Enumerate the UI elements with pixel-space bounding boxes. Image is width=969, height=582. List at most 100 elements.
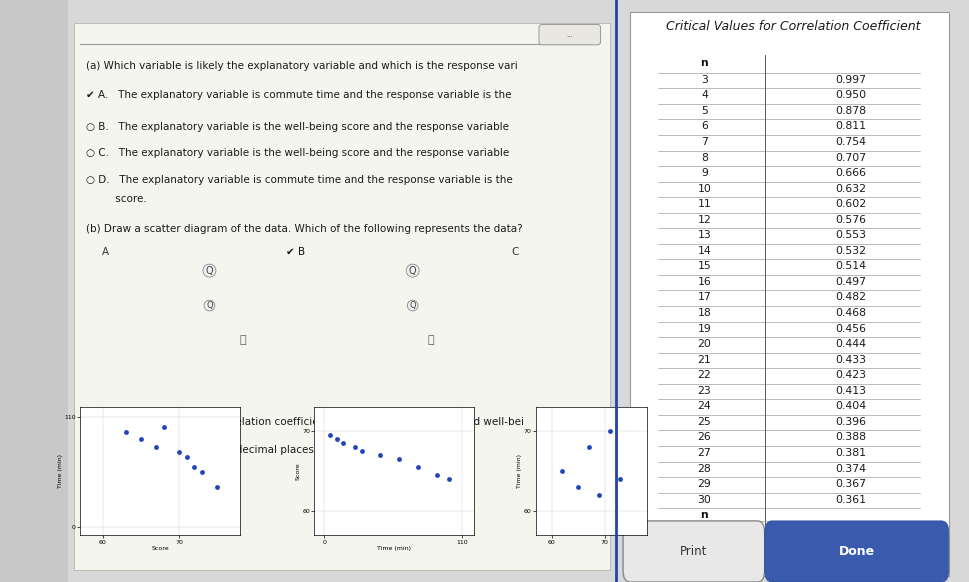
Text: ✔ A.   The explanatory variable is commute time and the response variable is the: ✔ A. The explanatory variable is commute…	[86, 90, 512, 100]
Point	[554, 467, 570, 476]
Text: 11: 11	[697, 199, 710, 209]
Text: 14: 14	[697, 246, 710, 256]
Text: 10: 10	[697, 184, 710, 194]
Text: 27: 27	[697, 448, 710, 458]
Text: n: n	[700, 58, 707, 68]
Text: 0.396: 0.396	[834, 417, 865, 427]
Text: Print: Print	[679, 545, 706, 558]
Text: Q: Q	[409, 265, 416, 276]
Text: 0.444: 0.444	[834, 339, 865, 349]
Text: 0.456: 0.456	[834, 324, 865, 333]
Text: 3: 3	[701, 74, 707, 85]
Text: 0.997: 0.997	[834, 74, 865, 85]
Text: 29: 29	[697, 479, 710, 489]
Text: ○ C.   The explanatory variable is the well-being score and the response variabl: ○ C. The explanatory variable is the wel…	[86, 148, 509, 158]
Text: 0.423: 0.423	[834, 370, 865, 380]
Text: (a) Which variable is likely the explanatory variable and which is the response : (a) Which variable is likely the explana…	[86, 61, 517, 71]
Text: 22: 22	[697, 370, 710, 380]
Text: n: n	[700, 510, 707, 520]
Text: r =: r =	[86, 445, 103, 455]
Text: score.: score.	[86, 194, 147, 204]
Text: 5: 5	[701, 106, 707, 116]
Point	[328, 435, 344, 444]
Point	[133, 435, 148, 444]
Point	[410, 463, 425, 472]
Text: 25: 25	[697, 417, 710, 427]
Point	[179, 453, 195, 462]
Text: 0.514: 0.514	[834, 261, 865, 271]
Text: 0.878: 0.878	[834, 106, 865, 116]
Point	[148, 443, 164, 452]
Text: 17: 17	[697, 293, 710, 303]
Point	[602, 427, 617, 436]
Text: 0.381: 0.381	[834, 448, 865, 458]
Text: 0.532: 0.532	[834, 246, 865, 256]
Text: 0.482: 0.482	[834, 293, 865, 303]
FancyBboxPatch shape	[622, 521, 764, 582]
Text: 12: 12	[697, 215, 710, 225]
Text: 0.361: 0.361	[834, 495, 865, 505]
Point	[591, 491, 607, 500]
Point	[372, 450, 388, 460]
Text: 6: 6	[701, 122, 707, 132]
Text: (c) Determine the linear correlation coefficient between commute time and well-b: (c) Determine the linear correlation coe…	[86, 416, 523, 426]
Text: 0.707: 0.707	[834, 152, 865, 162]
FancyBboxPatch shape	[764, 521, 948, 582]
Point	[209, 483, 225, 492]
Point	[354, 447, 369, 456]
Point	[118, 428, 134, 437]
Point	[441, 475, 456, 484]
Point	[612, 475, 628, 484]
FancyBboxPatch shape	[74, 23, 610, 570]
Text: (Round to three decimal places as needed.): (Round to three decimal places as needed…	[151, 445, 378, 455]
Text: 26: 26	[697, 432, 710, 442]
Text: 0.404: 0.404	[834, 402, 865, 411]
Text: 0.367: 0.367	[834, 479, 865, 489]
Point	[323, 431, 338, 440]
Text: 21: 21	[697, 354, 710, 365]
Text: 0.413: 0.413	[834, 386, 865, 396]
Y-axis label: Score: Score	[296, 463, 300, 480]
Text: 0.666: 0.666	[834, 168, 865, 178]
Text: 23: 23	[697, 386, 710, 396]
FancyBboxPatch shape	[539, 24, 600, 45]
Text: ✔ B: ✔ B	[286, 247, 305, 257]
Text: 0.497: 0.497	[834, 277, 865, 287]
Point	[335, 439, 351, 448]
Text: 0.950: 0.950	[834, 90, 865, 100]
Text: 0.468: 0.468	[834, 308, 865, 318]
Text: 20: 20	[697, 339, 710, 349]
Text: 18: 18	[697, 308, 710, 318]
Text: ⧉: ⧉	[239, 335, 246, 346]
Text: 0.576: 0.576	[834, 215, 865, 225]
Point	[186, 463, 202, 472]
Text: 28: 28	[697, 464, 710, 474]
X-axis label: Score: Score	[151, 546, 169, 551]
Text: ○ D.   The explanatory variable is commute time and the response variable is the: ○ D. The explanatory variable is commute…	[86, 175, 513, 184]
Text: Q: Q	[205, 301, 212, 310]
Point	[580, 443, 596, 452]
Text: 16: 16	[697, 277, 710, 287]
Text: Q: Q	[205, 265, 213, 276]
Text: Done: Done	[838, 545, 874, 558]
Text: 0.553: 0.553	[834, 230, 865, 240]
Text: 0.388: 0.388	[834, 432, 865, 442]
Text: ⧉: ⧉	[427, 335, 434, 346]
Text: 8: 8	[701, 152, 707, 162]
Text: 0.374: 0.374	[834, 464, 865, 474]
Text: 9: 9	[701, 168, 707, 178]
Text: 30: 30	[697, 495, 710, 505]
Text: 7: 7	[701, 137, 707, 147]
FancyBboxPatch shape	[630, 12, 948, 576]
Text: 0.433: 0.433	[834, 354, 865, 365]
Point	[194, 468, 209, 477]
Text: A: A	[102, 247, 109, 257]
Y-axis label: Time (min): Time (min)	[516, 455, 522, 488]
Point	[156, 423, 172, 432]
Text: Q: Q	[409, 301, 416, 310]
Point	[347, 443, 362, 452]
FancyBboxPatch shape	[0, 0, 68, 582]
Point	[172, 448, 187, 457]
Text: 0.632: 0.632	[834, 184, 865, 194]
Text: 4: 4	[701, 90, 707, 100]
